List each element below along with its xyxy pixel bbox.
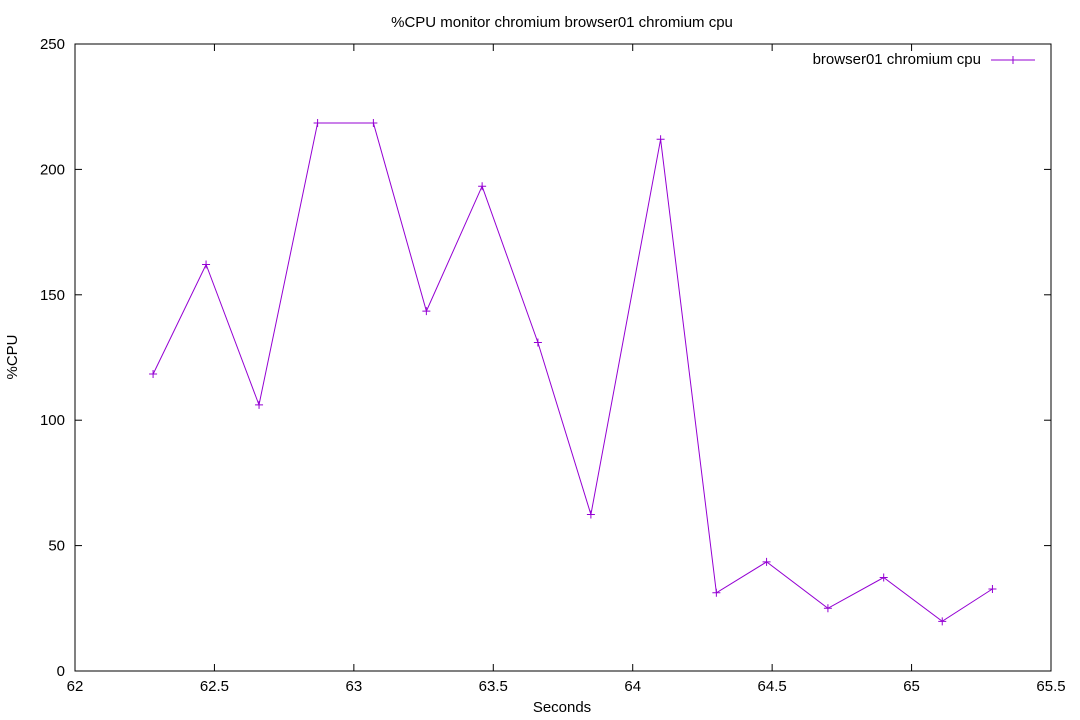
data-point xyxy=(533,338,542,347)
data-point xyxy=(762,557,771,566)
data-point xyxy=(656,135,665,144)
x-axis-label: Seconds xyxy=(533,699,591,716)
data-point xyxy=(422,307,431,316)
data-point xyxy=(255,400,264,409)
data-point xyxy=(149,370,158,379)
x-tick-label: 65.5 xyxy=(1036,678,1065,695)
data-point xyxy=(202,260,211,269)
series-layer xyxy=(149,119,997,626)
data-point xyxy=(823,604,832,613)
series-line xyxy=(152,122,993,622)
legend-label: browser01 chromium cpu xyxy=(813,51,981,68)
y-tick-label: 200 xyxy=(40,161,65,178)
y-axis-label: %CPU xyxy=(4,334,21,379)
x-tick-label: 62.5 xyxy=(200,678,229,695)
data-point xyxy=(586,510,595,519)
data-point xyxy=(712,588,721,597)
x-tick-label: 64 xyxy=(624,678,641,695)
x-tick-label: 63 xyxy=(346,678,363,695)
chart-title: %CPU monitor chromium browser01 chromium… xyxy=(391,14,733,31)
y-tick-label: 100 xyxy=(40,412,65,429)
x-tick-label: 63.5 xyxy=(479,678,508,695)
x-tick-label: 64.5 xyxy=(758,678,787,695)
axes-layer: 62 62.5 63 63.5 64 64.5 65 65.5 0 50 100 150 200 250 xyxy=(40,36,1066,695)
data-point xyxy=(478,182,487,191)
data-point xyxy=(938,617,947,626)
y-tick-label: 150 xyxy=(40,287,65,304)
x-tick-label: 65 xyxy=(903,678,920,695)
plot-frame xyxy=(74,43,1052,672)
x-tick-label: 62 xyxy=(67,678,84,695)
y-tick-label: 250 xyxy=(40,36,65,53)
data-point xyxy=(879,573,888,582)
legend: browser01 chromium cpu xyxy=(813,51,1035,68)
data-point xyxy=(313,119,322,128)
legend-marker xyxy=(1009,56,1017,64)
data-point xyxy=(369,119,378,128)
data-point xyxy=(988,584,997,593)
y-tick-label: 0 xyxy=(57,663,65,680)
y-tick-label: 50 xyxy=(48,538,65,555)
